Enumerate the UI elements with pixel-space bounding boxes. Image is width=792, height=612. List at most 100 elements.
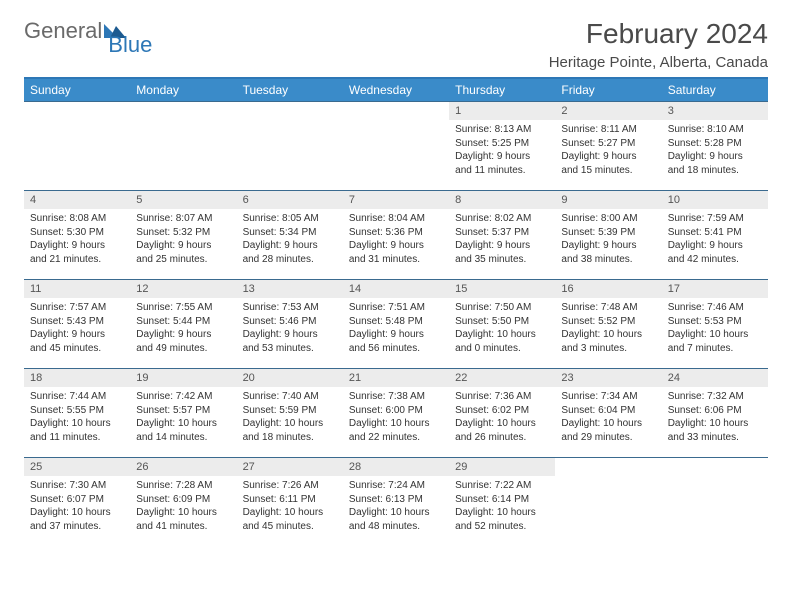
day-number: 20	[237, 369, 343, 387]
dayname: Wednesday	[343, 79, 449, 101]
day-number: 26	[130, 458, 236, 476]
day-number: 23	[555, 369, 661, 387]
day-number: 10	[662, 191, 768, 209]
calendar-cell: 1Sunrise: 8:13 AMSunset: 5:25 PMDaylight…	[449, 102, 555, 190]
dayname: Sunday	[24, 79, 130, 101]
day-details: Sunrise: 7:22 AMSunset: 6:14 PMDaylight:…	[449, 476, 555, 539]
day-details: Sunrise: 8:08 AMSunset: 5:30 PMDaylight:…	[24, 209, 130, 272]
day-number: 17	[662, 280, 768, 298]
title-block: February 2024 Heritage Pointe, Alberta, …	[549, 18, 768, 71]
day-number: 3	[662, 102, 768, 120]
day-number: 15	[449, 280, 555, 298]
day-number: 22	[449, 369, 555, 387]
week-row: 11Sunrise: 7:57 AMSunset: 5:43 PMDayligh…	[24, 279, 768, 368]
calendar-cell: 8Sunrise: 8:02 AMSunset: 5:37 PMDaylight…	[449, 191, 555, 279]
calendar-cell: 9Sunrise: 8:00 AMSunset: 5:39 PMDaylight…	[555, 191, 661, 279]
day-details: Sunrise: 7:59 AMSunset: 5:41 PMDaylight:…	[662, 209, 768, 272]
day-number: 16	[555, 280, 661, 298]
day-details: Sunrise: 7:44 AMSunset: 5:55 PMDaylight:…	[24, 387, 130, 450]
month-title: February 2024	[549, 18, 768, 50]
calendar-cell: 12Sunrise: 7:55 AMSunset: 5:44 PMDayligh…	[130, 280, 236, 368]
calendar-cell	[237, 102, 343, 190]
dayname: Tuesday	[237, 79, 343, 101]
day-details: Sunrise: 8:04 AMSunset: 5:36 PMDaylight:…	[343, 209, 449, 272]
calendar-cell: 18Sunrise: 7:44 AMSunset: 5:55 PMDayligh…	[24, 369, 130, 457]
calendar-grid: SundayMondayTuesdayWednesdayThursdayFrid…	[24, 77, 768, 546]
calendar-cell: 29Sunrise: 7:22 AMSunset: 6:14 PMDayligh…	[449, 458, 555, 546]
day-details: Sunrise: 7:53 AMSunset: 5:46 PMDaylight:…	[237, 298, 343, 361]
calendar-cell: 28Sunrise: 7:24 AMSunset: 6:13 PMDayligh…	[343, 458, 449, 546]
day-details: Sunrise: 7:46 AMSunset: 5:53 PMDaylight:…	[662, 298, 768, 361]
day-number: 2	[555, 102, 661, 120]
day-details: Sunrise: 7:40 AMSunset: 5:59 PMDaylight:…	[237, 387, 343, 450]
day-number: 27	[237, 458, 343, 476]
logo: General Blue	[24, 18, 152, 44]
calendar-cell: 17Sunrise: 7:46 AMSunset: 5:53 PMDayligh…	[662, 280, 768, 368]
calendar-cell: 6Sunrise: 8:05 AMSunset: 5:34 PMDaylight…	[237, 191, 343, 279]
day-number: 19	[130, 369, 236, 387]
week-row: 25Sunrise: 7:30 AMSunset: 6:07 PMDayligh…	[24, 457, 768, 546]
calendar-cell: 13Sunrise: 7:53 AMSunset: 5:46 PMDayligh…	[237, 280, 343, 368]
day-details: Sunrise: 8:00 AMSunset: 5:39 PMDaylight:…	[555, 209, 661, 272]
day-details: Sunrise: 7:28 AMSunset: 6:09 PMDaylight:…	[130, 476, 236, 539]
week-row: 4Sunrise: 8:08 AMSunset: 5:30 PMDaylight…	[24, 190, 768, 279]
calendar-cell: 15Sunrise: 7:50 AMSunset: 5:50 PMDayligh…	[449, 280, 555, 368]
day-details: Sunrise: 7:30 AMSunset: 6:07 PMDaylight:…	[24, 476, 130, 539]
dayname: Saturday	[662, 79, 768, 101]
calendar-cell: 7Sunrise: 8:04 AMSunset: 5:36 PMDaylight…	[343, 191, 449, 279]
calendar-cell: 5Sunrise: 8:07 AMSunset: 5:32 PMDaylight…	[130, 191, 236, 279]
calendar-cell: 23Sunrise: 7:34 AMSunset: 6:04 PMDayligh…	[555, 369, 661, 457]
day-number: 24	[662, 369, 768, 387]
dayname: Monday	[130, 79, 236, 101]
day-number: 5	[130, 191, 236, 209]
calendar-cell: 11Sunrise: 7:57 AMSunset: 5:43 PMDayligh…	[24, 280, 130, 368]
calendar-cell: 25Sunrise: 7:30 AMSunset: 6:07 PMDayligh…	[24, 458, 130, 546]
day-details: Sunrise: 7:38 AMSunset: 6:00 PMDaylight:…	[343, 387, 449, 450]
day-details: Sunrise: 7:32 AMSunset: 6:06 PMDaylight:…	[662, 387, 768, 450]
day-number: 11	[24, 280, 130, 298]
day-number: 4	[24, 191, 130, 209]
dayname-row: SundayMondayTuesdayWednesdayThursdayFrid…	[24, 79, 768, 101]
day-details: Sunrise: 7:50 AMSunset: 5:50 PMDaylight:…	[449, 298, 555, 361]
day-number: 28	[343, 458, 449, 476]
calendar-cell: 26Sunrise: 7:28 AMSunset: 6:09 PMDayligh…	[130, 458, 236, 546]
day-details: Sunrise: 8:11 AMSunset: 5:27 PMDaylight:…	[555, 120, 661, 183]
day-details: Sunrise: 7:26 AMSunset: 6:11 PMDaylight:…	[237, 476, 343, 539]
calendar-cell	[662, 458, 768, 546]
calendar-cell: 21Sunrise: 7:38 AMSunset: 6:00 PMDayligh…	[343, 369, 449, 457]
day-number: 25	[24, 458, 130, 476]
day-details: Sunrise: 8:13 AMSunset: 5:25 PMDaylight:…	[449, 120, 555, 183]
day-details: Sunrise: 8:02 AMSunset: 5:37 PMDaylight:…	[449, 209, 555, 272]
day-number: 7	[343, 191, 449, 209]
day-number: 13	[237, 280, 343, 298]
day-number: 8	[449, 191, 555, 209]
day-details: Sunrise: 8:10 AMSunset: 5:28 PMDaylight:…	[662, 120, 768, 183]
calendar-cell: 10Sunrise: 7:59 AMSunset: 5:41 PMDayligh…	[662, 191, 768, 279]
day-details: Sunrise: 7:42 AMSunset: 5:57 PMDaylight:…	[130, 387, 236, 450]
day-details: Sunrise: 8:07 AMSunset: 5:32 PMDaylight:…	[130, 209, 236, 272]
header: General Blue February 2024 Heritage Poin…	[24, 18, 768, 71]
week-row: 18Sunrise: 7:44 AMSunset: 5:55 PMDayligh…	[24, 368, 768, 457]
day-details: Sunrise: 7:48 AMSunset: 5:52 PMDaylight:…	[555, 298, 661, 361]
day-number: 21	[343, 369, 449, 387]
calendar-cell: 2Sunrise: 8:11 AMSunset: 5:27 PMDaylight…	[555, 102, 661, 190]
day-details: Sunrise: 7:34 AMSunset: 6:04 PMDaylight:…	[555, 387, 661, 450]
day-number: 18	[24, 369, 130, 387]
calendar-cell	[555, 458, 661, 546]
calendar-cell: 19Sunrise: 7:42 AMSunset: 5:57 PMDayligh…	[130, 369, 236, 457]
dayname: Friday	[555, 79, 661, 101]
day-number: 9	[555, 191, 661, 209]
dayname: Thursday	[449, 79, 555, 101]
calendar-cell: 14Sunrise: 7:51 AMSunset: 5:48 PMDayligh…	[343, 280, 449, 368]
location: Heritage Pointe, Alberta, Canada	[549, 54, 768, 71]
week-row: 1Sunrise: 8:13 AMSunset: 5:25 PMDaylight…	[24, 101, 768, 190]
day-number: 29	[449, 458, 555, 476]
calendar-cell	[130, 102, 236, 190]
day-number: 14	[343, 280, 449, 298]
calendar-cell: 3Sunrise: 8:10 AMSunset: 5:28 PMDaylight…	[662, 102, 768, 190]
day-details: Sunrise: 7:24 AMSunset: 6:13 PMDaylight:…	[343, 476, 449, 539]
calendar-cell	[343, 102, 449, 190]
logo-text-general: General	[24, 18, 102, 44]
calendar-cell: 16Sunrise: 7:48 AMSunset: 5:52 PMDayligh…	[555, 280, 661, 368]
day-details: Sunrise: 8:05 AMSunset: 5:34 PMDaylight:…	[237, 209, 343, 272]
